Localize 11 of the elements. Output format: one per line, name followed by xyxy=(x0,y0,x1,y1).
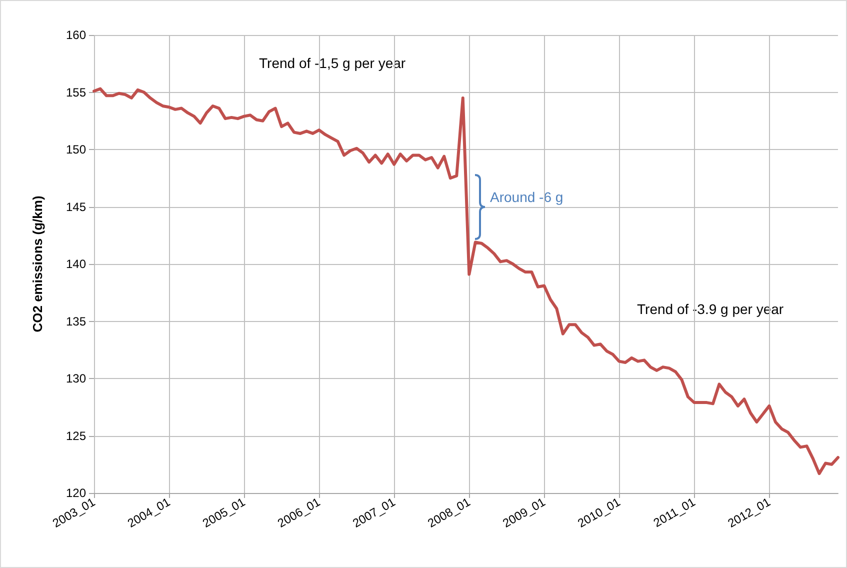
y-tick-label: 155 xyxy=(66,85,86,100)
y-axis-title: CO2 emissions (g/km) xyxy=(30,196,45,332)
y-tick-label: 125 xyxy=(66,428,86,443)
y-tick-label: 135 xyxy=(66,314,86,328)
y-tick-label: 140 xyxy=(66,257,86,271)
y-tick-label: 120 xyxy=(66,486,86,500)
y-tick-label: 150 xyxy=(66,142,86,156)
line-series xyxy=(92,87,840,476)
y-tick-label: 145 xyxy=(66,200,86,214)
y-tick-label: 160 xyxy=(66,28,86,42)
y-tick-label: 130 xyxy=(66,372,86,386)
